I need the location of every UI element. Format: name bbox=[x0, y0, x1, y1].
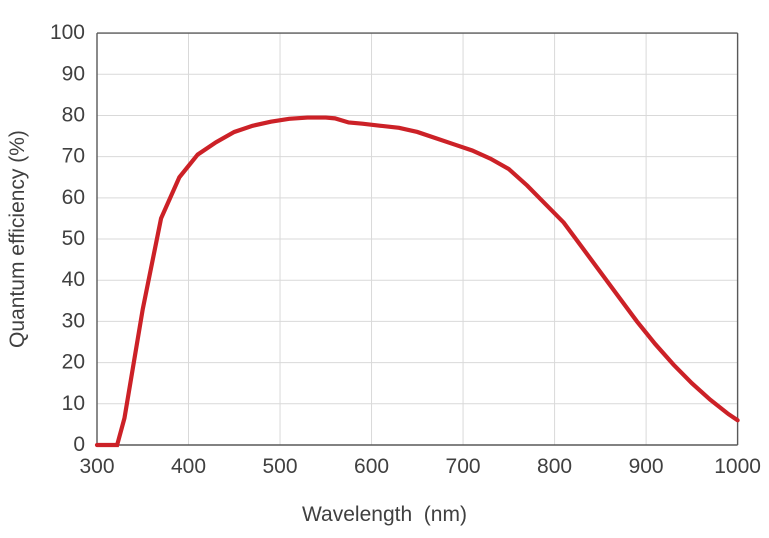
svg-text:1000: 1000 bbox=[714, 455, 761, 478]
svg-text:700: 700 bbox=[446, 455, 481, 478]
svg-text:0: 0 bbox=[73, 433, 85, 456]
svg-text:500: 500 bbox=[263, 455, 298, 478]
svg-text:40: 40 bbox=[62, 268, 85, 291]
svg-text:900: 900 bbox=[629, 455, 664, 478]
svg-text:80: 80 bbox=[62, 103, 85, 126]
svg-text:30: 30 bbox=[62, 309, 85, 332]
svg-text:400: 400 bbox=[171, 455, 206, 478]
svg-text:800: 800 bbox=[537, 455, 572, 478]
svg-text:20: 20 bbox=[62, 351, 85, 374]
svg-text:100: 100 bbox=[50, 21, 85, 44]
svg-text:10: 10 bbox=[62, 392, 85, 415]
svg-text:600: 600 bbox=[354, 455, 389, 478]
svg-text:300: 300 bbox=[79, 455, 114, 478]
svg-text:90: 90 bbox=[62, 62, 85, 85]
svg-text:50: 50 bbox=[62, 227, 85, 250]
svg-text:70: 70 bbox=[62, 145, 85, 168]
svg-text:60: 60 bbox=[62, 186, 85, 209]
